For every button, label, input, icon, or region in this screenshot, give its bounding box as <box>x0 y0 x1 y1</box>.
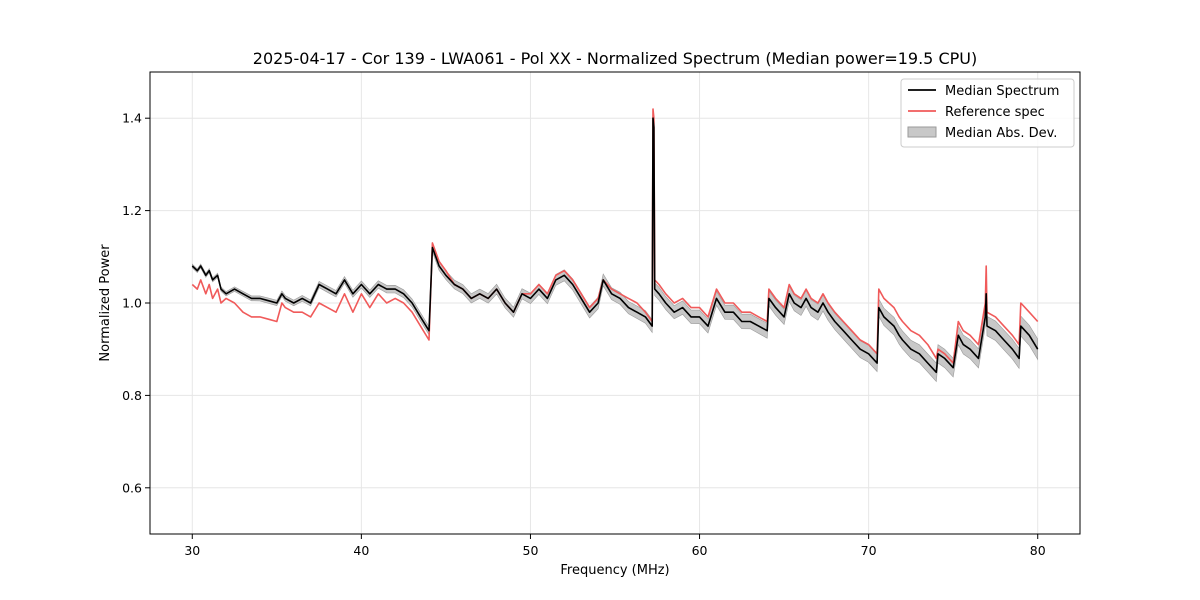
axis-ticks: 30 40 50 60 70 80 0.6 0.8 1.0 1.2 1.4 <box>122 111 1046 558</box>
y-tick-label: 1.0 <box>122 296 142 311</box>
grid <box>150 72 1080 534</box>
mad-band <box>192 111 1038 383</box>
x-tick-label: 30 <box>184 543 200 558</box>
x-tick-label: 80 <box>1030 543 1046 558</box>
mad-band-area <box>192 111 1038 383</box>
legend-reference-label: Reference spec <box>945 105 1045 120</box>
chart-title: 2025-04-17 - Cor 139 - LWA061 - Pol XX -… <box>253 49 977 68</box>
y-axis-label: Normalized Power <box>98 244 113 362</box>
legend: Median Spectrum Reference spec Median Ab… <box>900 78 1075 148</box>
legend-mad-swatch <box>907 126 937 138</box>
legend-mad-label: Median Abs. Dev. <box>945 126 1057 141</box>
series-lines <box>191 108 1039 374</box>
legend-median-label: Median Spectrum <box>945 84 1059 99</box>
x-tick-label: 40 <box>353 543 369 558</box>
x-tick-label: 60 <box>692 543 708 558</box>
median-spectrum-line <box>191 117 1039 374</box>
y-tick-label: 1.4 <box>122 111 142 126</box>
y-tick-label: 0.6 <box>122 480 142 495</box>
legend-box <box>900 78 1075 148</box>
x-tick-label: 70 <box>861 543 877 558</box>
y-tick-label: 0.8 <box>122 388 142 403</box>
x-tick-label: 50 <box>523 543 539 558</box>
x-axis-label: Frequency (MHz) <box>560 563 669 578</box>
reference-spectrum-line <box>191 108 1039 364</box>
y-tick-label: 1.2 <box>122 203 142 218</box>
